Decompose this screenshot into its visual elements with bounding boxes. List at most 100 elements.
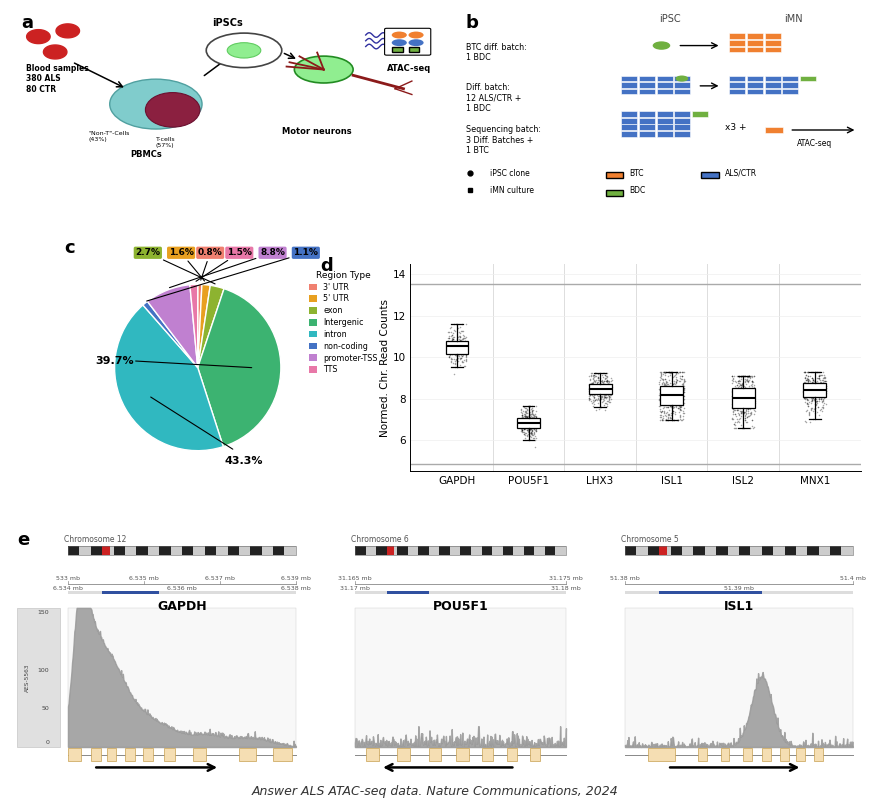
Point [805,392,819,404]
Point [673,389,687,402]
Point [515,414,529,427]
Point [658,390,672,403]
Point [653,402,667,415]
Point [732,395,746,407]
Point [746,392,760,405]
Point [675,380,689,392]
Point [662,388,676,400]
Point [594,380,607,392]
Point [658,365,672,378]
Point [523,402,537,415]
Point [596,381,610,394]
Point [809,381,823,394]
Point [583,389,597,402]
Text: 0.8%: 0.8% [197,248,222,280]
Point [813,368,827,381]
Point [807,387,821,400]
Point [816,385,830,398]
Point [518,416,532,429]
Point [653,370,667,383]
Point [664,390,678,403]
Point [525,424,539,437]
Point [812,366,826,379]
Point [729,398,743,411]
Point [600,390,614,403]
Point [799,380,813,393]
Point [522,408,536,421]
Point [806,387,820,400]
Point [519,410,533,423]
Point [659,410,673,423]
Point [726,396,740,409]
Point [809,378,823,391]
Point [662,391,676,403]
Point [520,423,534,435]
Point [664,392,678,404]
Point [652,382,666,395]
Point [589,378,603,391]
Point [742,402,756,415]
Point [742,387,756,400]
Polygon shape [56,24,79,38]
Point [522,415,536,428]
Point [656,377,670,390]
Point [528,424,542,437]
Point [519,422,533,435]
Point [450,339,464,352]
Point [603,384,617,396]
Point [666,401,680,414]
Point [526,409,540,422]
Point [455,337,469,350]
Point [742,390,756,403]
Text: 43.3%: 43.3% [224,455,262,466]
Point [458,347,472,360]
Point [797,392,811,404]
Point [815,365,829,378]
Point [799,398,813,411]
Point [447,356,461,369]
Point [735,370,749,383]
Point [737,381,751,394]
Point [446,343,460,356]
Point [743,385,757,398]
Point [739,393,753,406]
Point [457,332,471,344]
Point [726,418,740,431]
Point [736,380,750,392]
Point [521,423,534,435]
Point [452,348,466,360]
Text: 39.7%: 39.7% [95,356,134,366]
Point [521,411,535,424]
Point [659,381,673,394]
Point [516,425,530,438]
Point [456,348,470,361]
Point [672,401,686,414]
Point [661,408,675,421]
Point [746,421,760,434]
Point [729,396,743,409]
Point [516,412,530,425]
Point [676,373,690,386]
Point [586,397,600,410]
Point [519,405,533,418]
Point [601,390,615,403]
Point [457,345,471,358]
Point [665,371,679,384]
Point [734,377,748,390]
Point [746,386,760,399]
Point [799,400,813,412]
Point [596,387,610,400]
Point [517,414,531,427]
Point [816,377,830,390]
Point [743,383,757,396]
Point [805,384,819,397]
Point [662,384,676,397]
Point [737,421,751,434]
Point [805,372,819,385]
Point [653,383,667,396]
Point [441,345,455,358]
Point [448,349,462,362]
Point [601,396,615,408]
Point [524,417,538,430]
Point [444,337,458,350]
